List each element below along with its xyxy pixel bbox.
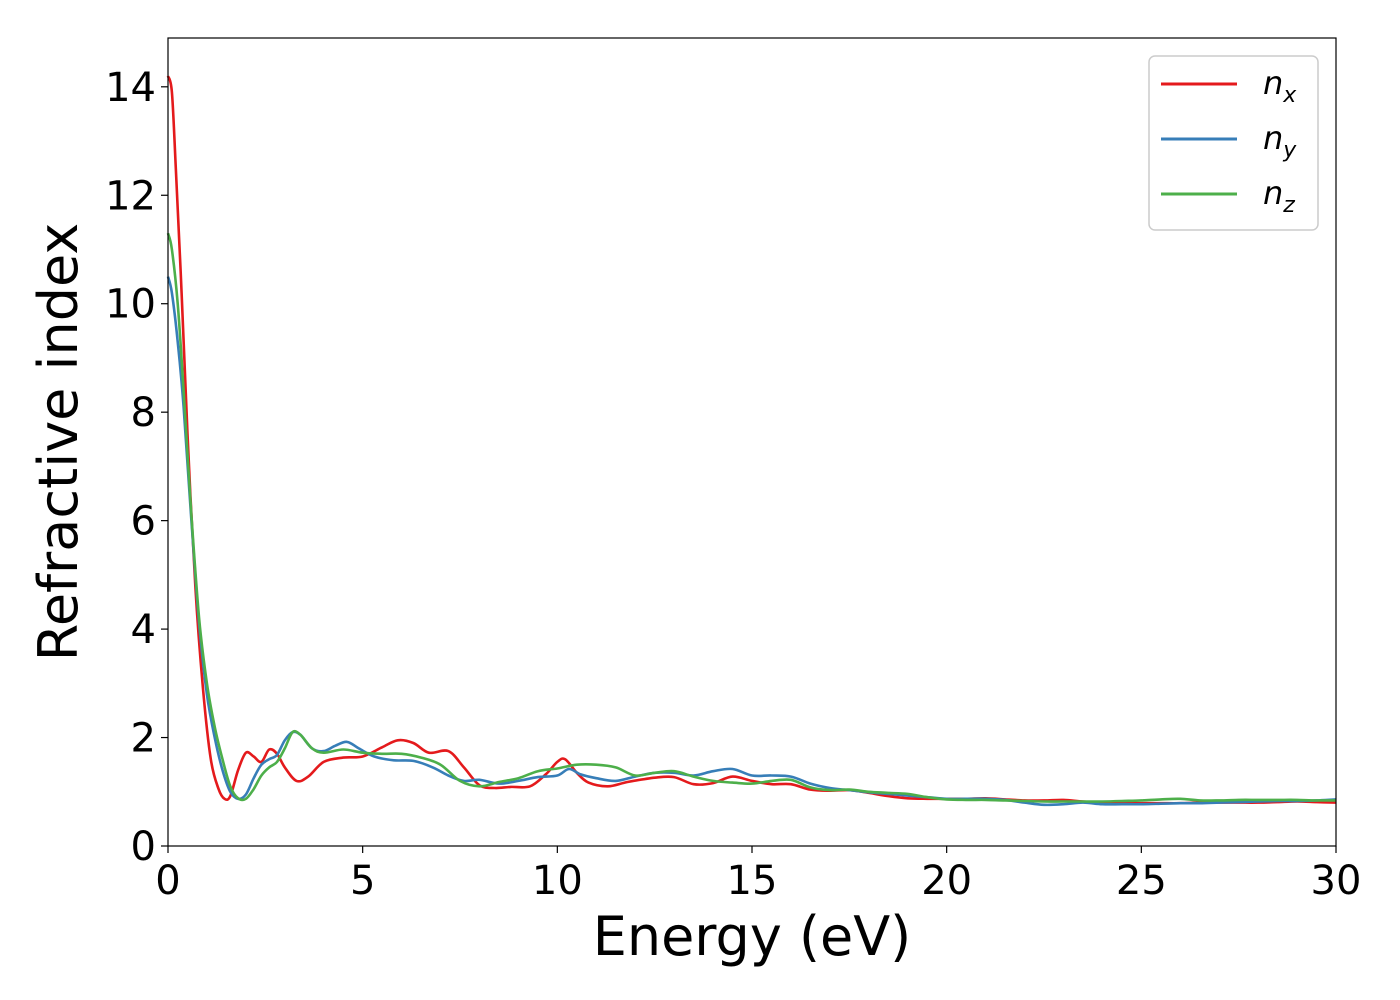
plot-frame — [167, 37, 1337, 847]
legend: nx ny nz — [1148, 55, 1319, 231]
series-layer — [166, 75, 1337, 807]
y-tick-label: 12 — [105, 173, 156, 219]
ticks-layer: 0 5 10 15 20 25 30 0 2 4 6 8 10 12 14 — [105, 65, 1361, 904]
x-tick-label: 25 — [1116, 858, 1167, 904]
y-tick-label: 6 — [131, 499, 156, 545]
y-tick-label: 14 — [105, 65, 156, 111]
y-axis-label: Refractive index — [27, 223, 90, 662]
series-line-n_y — [166, 276, 1337, 807]
x-axis-label: Energy (eV) — [593, 905, 912, 968]
y-tick-label: 8 — [131, 390, 156, 436]
x-tick-label: 0 — [155, 858, 180, 904]
legend-label-n_x: nx — [1263, 64, 1297, 108]
x-tick-label: 30 — [1311, 858, 1362, 904]
y-tick-label: 2 — [131, 716, 156, 762]
x-tick-label: 20 — [921, 858, 972, 904]
y-tick-label: 10 — [105, 282, 156, 328]
x-tick-label: 5 — [350, 858, 375, 904]
y-tick-label: 0 — [131, 824, 156, 870]
y-tick-label: 4 — [131, 607, 156, 653]
x-tick-label: 15 — [727, 858, 778, 904]
legend-label-n_y: ny — [1263, 119, 1297, 163]
legend-label-n_z: nz — [1263, 174, 1295, 218]
series-line-n_z — [166, 232, 1337, 803]
legend-box — [1148, 55, 1319, 231]
x-tick-label: 10 — [532, 858, 583, 904]
